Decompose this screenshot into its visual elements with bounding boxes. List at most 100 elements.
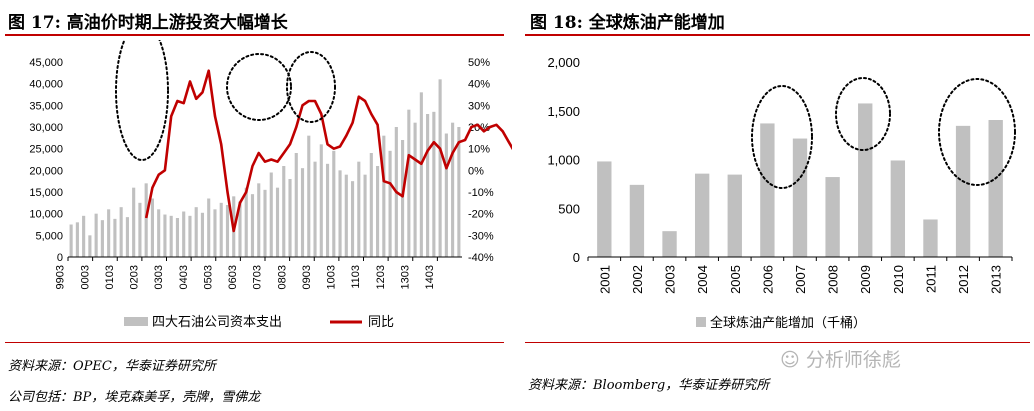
y-left-tick-label: 15,000	[29, 187, 63, 199]
bar-capex	[238, 201, 242, 257]
bar-capex	[363, 174, 367, 257]
bar-capex	[275, 187, 280, 257]
x-tick-label: 0703	[252, 265, 264, 289]
bar-capex	[432, 111, 436, 257]
bar-capex	[219, 202, 223, 257]
x-tick-label: 0403	[178, 265, 190, 289]
bar-capex	[119, 207, 123, 257]
bar-capex	[225, 205, 230, 257]
legend-bar-swatch	[124, 317, 148, 326]
bar-capex	[407, 109, 411, 258]
x-tick-label: 0103	[104, 265, 116, 289]
bar-capex	[300, 168, 305, 257]
bar-capex	[138, 202, 142, 257]
bar-capex	[213, 209, 217, 257]
bar-capex	[319, 144, 323, 257]
bar-capex	[382, 135, 386, 257]
bar-capex	[419, 92, 423, 257]
left-chart: 0 5,000 10,000 15,000 20,000 25,000 30,000 35,0…	[29, 40, 512, 329]
bar-capacity	[858, 103, 873, 257]
y-left-tick-label: 25,000	[29, 144, 63, 156]
y-left-tick-label: 5,000	[35, 230, 63, 242]
bar-capex	[282, 166, 286, 257]
y-right-tick-label: 40%	[468, 79, 490, 91]
bar-capex	[163, 214, 167, 257]
bar-capex	[169, 215, 173, 257]
legend-bar-label: 四大石油公司资本支出	[152, 314, 282, 329]
bar-capacity	[760, 123, 775, 257]
bar-capex	[188, 215, 192, 257]
x-tick-label: 9903	[55, 265, 67, 289]
y-tick-label: 1,500	[547, 104, 580, 119]
right-title-rule	[525, 34, 1030, 36]
bar-capex	[69, 224, 73, 257]
x-tick-label: 2009	[858, 265, 873, 294]
bar-capacity	[792, 138, 808, 257]
bar-capex	[182, 211, 186, 257]
x-tick-label: 2002	[630, 265, 645, 294]
x-tick-label: 2005	[728, 265, 743, 294]
bar-capex	[207, 198, 211, 257]
bar-capex	[307, 135, 311, 257]
bar-capex	[113, 218, 117, 257]
y-tick-label: 0	[573, 250, 580, 265]
x-tick-label: 2004	[695, 265, 710, 294]
legend-bar-label: 全球炼油产能增加（千桶）	[710, 315, 866, 330]
y-right-tick-label: -30%	[468, 230, 494, 242]
legend-bar-swatch	[696, 317, 706, 327]
left-source: 资料来源：OPEC，华泰证券研究所	[8, 359, 216, 374]
x-tick-label: 0503	[202, 265, 214, 289]
bar-capex	[313, 161, 317, 257]
line-yoy	[144, 69, 512, 233]
x-tick-label: 2012	[956, 265, 971, 294]
x-tick-label: 1403	[424, 265, 436, 289]
bar-capex	[100, 220, 104, 257]
watermark: ☺ 分析师徐彪	[780, 345, 901, 372]
bar-capex	[338, 170, 342, 257]
right-chart-title: 图 18: 全球炼油产能增加	[530, 13, 725, 33]
x-tick-label: 2010	[891, 265, 906, 294]
y-right-tick-label: -10%	[468, 187, 494, 199]
x-tick-label: 1103	[350, 265, 362, 289]
left-chart-title: 图 17: 高油价时期上游投资大幅增长	[8, 13, 288, 33]
bar-capex	[288, 179, 292, 257]
y-right-tick-label: 10%	[468, 144, 490, 156]
bar-capex	[194, 207, 198, 257]
x-tick-label: 0903	[301, 265, 313, 289]
highlight-ellipse	[115, 40, 169, 161]
bar-capacity	[597, 161, 612, 257]
bar-capacity	[955, 125, 971, 257]
y-left-tick-label: 10,000	[29, 209, 63, 221]
y-tick-label: 2,000	[547, 55, 580, 70]
highlight-ellipse	[226, 53, 292, 121]
x-tick-label: 2013	[989, 265, 1004, 294]
bar-capex	[357, 161, 361, 257]
left-note: 公司包括：BP，埃克森美孚，壳牌，雪佛龙	[8, 390, 261, 405]
bar-capex	[257, 183, 261, 257]
bar-capex	[451, 122, 455, 258]
bar-capex	[350, 181, 355, 257]
y-left-tick-label: 30,000	[29, 122, 63, 134]
bar-capex	[344, 174, 348, 257]
bar-capacity	[662, 231, 677, 257]
x-tick-label: 2003	[663, 265, 678, 294]
bar-capex	[444, 133, 448, 257]
bar-capacity	[727, 174, 742, 257]
bar-capex	[426, 114, 430, 257]
x-tick-label: 1003	[326, 265, 338, 289]
x-tick-label: 1203	[375, 265, 387, 289]
y-right-tick-label: 0%	[468, 165, 484, 177]
bar-capacity	[988, 120, 1003, 257]
x-tick-label: 2007	[793, 265, 808, 294]
bar-capex	[107, 209, 111, 257]
x-tick-label: 0303	[153, 265, 165, 289]
y-left-tick-label: 40,000	[29, 79, 63, 91]
x-tick-label: 2001	[597, 265, 612, 294]
bar-capacity	[923, 219, 938, 257]
bar-capacity	[629, 184, 645, 257]
bar-capex	[269, 172, 273, 257]
x-tick-label: 2008	[826, 265, 841, 294]
bar-capex	[263, 189, 267, 257]
bar-capex	[388, 150, 392, 257]
right-source: 资料来源：Bloomberg，华泰证券研究所	[528, 378, 770, 393]
